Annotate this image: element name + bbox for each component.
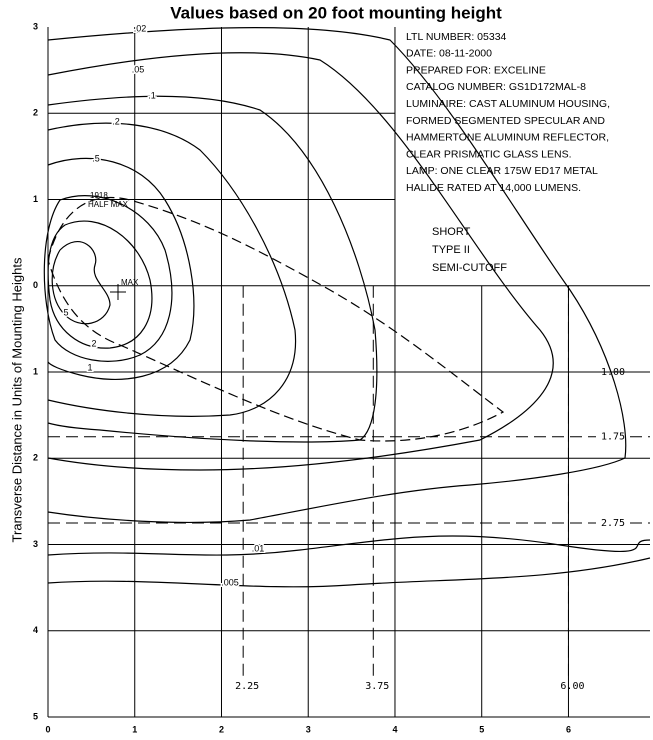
- contour-label: .1: [148, 90, 156, 100]
- reference-label: 2.75: [601, 518, 625, 529]
- reference-label: 6.00: [560, 681, 584, 692]
- contour: [47, 122, 297, 417]
- note-line: PREPARED FOR: EXCELINE: [406, 64, 546, 76]
- half-max-contour: [47, 196, 505, 442]
- note-line: HALIDE RATED AT 14,000 LUMENS.: [406, 182, 581, 194]
- note-line: CATALOG NUMBER: GS1D172MAL-8: [406, 81, 586, 93]
- reference-label: 1.00: [601, 367, 625, 378]
- y-tick-label: 2: [33, 108, 38, 118]
- x-tick-label: 1: [132, 724, 137, 734]
- y-axis-label: Transverse Distance in Units of Mounting…: [9, 257, 24, 542]
- contour: [47, 27, 627, 524]
- classification: TYPE II: [432, 244, 470, 256]
- contour: [43, 195, 173, 362]
- note-line: LAMP: ONE CLEAR 175W ED17 METAL: [406, 165, 598, 177]
- contour-label: .02: [134, 23, 147, 33]
- classification: SEMI-CUTOFF: [432, 262, 507, 274]
- note-line: HAMMERTONE ALUMINUM REFLECTOR,: [406, 132, 609, 144]
- y-tick-label: 3: [33, 21, 38, 31]
- note-line: FORMED SEGMENTED SPECULAR AND: [406, 115, 605, 127]
- contour-label: .05: [132, 64, 145, 74]
- contour: [47, 557, 651, 588]
- y-tick-label: 0: [33, 280, 38, 290]
- contour-label: .01: [252, 543, 265, 553]
- note-line: DATE: 08-11-2000: [406, 48, 492, 60]
- reference-label: 2.25: [235, 681, 259, 692]
- note-line: LUMINAIRE: CAST ALUMINUM HOUSING,: [406, 98, 610, 110]
- y-tick-label: 1: [33, 366, 38, 376]
- contour-label: 1: [87, 362, 92, 372]
- y-tick-label: 5: [33, 711, 38, 721]
- max-label: MAX: [121, 278, 139, 287]
- half-max-value: 1918: [90, 191, 108, 200]
- y-tick-label: 3: [33, 539, 38, 549]
- y-tick-label: 2: [33, 453, 38, 463]
- y-tick-label: 4: [33, 625, 38, 635]
- contour: [47, 52, 554, 471]
- contour: [51, 241, 111, 325]
- contour-label: .5: [92, 153, 100, 163]
- chart-title: Values based on 20 foot mounting height: [170, 3, 502, 22]
- x-tick-label: 3: [306, 724, 311, 734]
- note-line: LTL NUMBER: 05334: [406, 31, 507, 43]
- contour: [47, 535, 651, 556]
- y-tick-label: 1: [33, 194, 38, 204]
- contour-label: .2: [112, 116, 120, 126]
- contour: [47, 220, 153, 349]
- contour: [47, 95, 378, 443]
- x-tick-label: 4: [392, 724, 397, 734]
- contour-label: .005: [221, 577, 239, 587]
- x-tick-label: 0: [45, 724, 50, 734]
- reference-label: 1.75: [601, 432, 625, 443]
- x-tick-label: 2: [219, 724, 224, 734]
- reference-label: 3.75: [365, 681, 389, 692]
- half-max-label: HALF MAX: [88, 200, 129, 209]
- x-tick-label: 5: [479, 724, 484, 734]
- classification: SHORT: [432, 226, 471, 238]
- contour-label: 2: [91, 338, 96, 348]
- x-tick-label: 6: [566, 724, 571, 734]
- contour: [47, 157, 195, 380]
- contour-label: 5: [63, 307, 68, 317]
- note-line: CLEAR PRISMATIC GLASS LENS.: [406, 148, 572, 160]
